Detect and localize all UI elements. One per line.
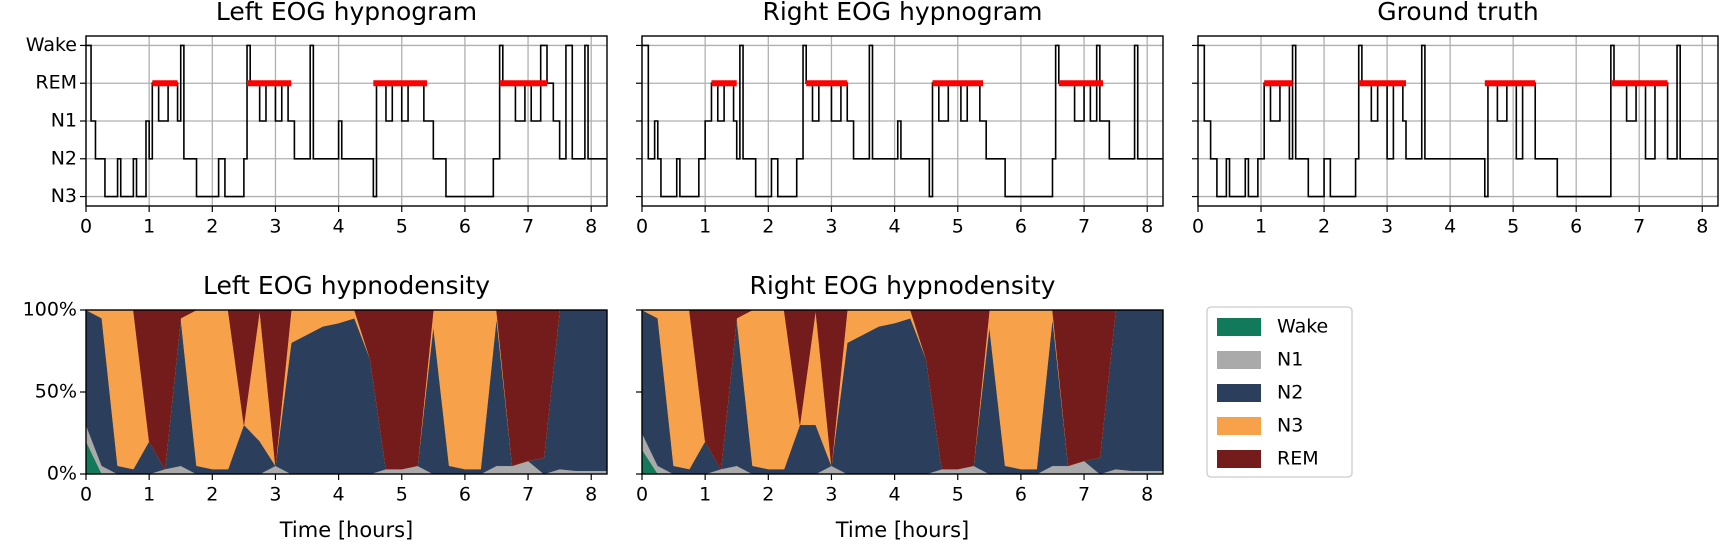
x-tick-label: 3: [269, 484, 281, 506]
chart-title: Left EOG hypnogram: [216, 0, 477, 26]
x-tick-label: 5: [952, 484, 964, 506]
x-tick-label: 0: [80, 484, 92, 506]
x-tick-label: 5: [396, 216, 408, 238]
x-tick-label: 4: [333, 216, 345, 238]
x-tick-label: 4: [889, 484, 901, 506]
x-tick-label: 8: [1696, 216, 1708, 238]
subplot: 0 1 2 3 4 5 6 7 8 Left EOG hypnogram Wake REM N1 N2 N3: [26, 0, 608, 238]
legend-label: N1: [1277, 349, 1303, 371]
x-tick-label: 2: [762, 484, 774, 506]
legend-label: N2: [1277, 382, 1303, 404]
x-tick-label: 4: [333, 484, 345, 506]
x-tick-label: 7: [522, 484, 534, 506]
axes-frame: [85, 35, 608, 207]
x-tick-label: 4: [889, 216, 901, 238]
chart-title: Left EOG hypnodensity: [203, 271, 490, 300]
hypnogram-line: [1198, 44, 1718, 198]
legend-swatch: [1217, 351, 1261, 369]
y-tick-label: Wake: [26, 34, 77, 56]
x-tick-label: 7: [1078, 484, 1090, 506]
x-tick-label: 1: [699, 216, 711, 238]
x-tick-label: 1: [1255, 216, 1267, 238]
y-tick-label: REM: [35, 72, 77, 94]
x-tick-label: 0: [636, 484, 648, 506]
x-tick-label: 6: [1570, 216, 1582, 238]
x-tick-label: 2: [206, 484, 218, 506]
axes-frame: [641, 309, 1164, 475]
x-tick-label: 6: [459, 216, 471, 238]
legend-label: N3: [1277, 415, 1303, 437]
x-tick-label: 3: [1381, 216, 1393, 238]
y-tick-label: N2: [51, 147, 77, 169]
x-tick-label: 8: [1141, 484, 1153, 506]
x-tick-label: 3: [269, 216, 281, 238]
x-tick-label: 5: [1507, 216, 1519, 238]
x-tick-label: 8: [585, 216, 597, 238]
legend-swatch: [1217, 450, 1261, 468]
x-tick-label: 1: [699, 484, 711, 506]
y-tick-label: N1: [51, 110, 77, 132]
x-tick-label: 0: [80, 216, 92, 238]
subplot: 0 1 2 3 4 5 6 7 8 Left EOG hypnodensity Time [hour…: [23, 271, 608, 542]
x-tick-label: 5: [952, 216, 964, 238]
axes-frame: [1197, 35, 1719, 207]
x-tick-label: 7: [1078, 216, 1090, 238]
axes-frame: [85, 309, 608, 475]
x-tick-label: 4: [1444, 216, 1456, 238]
legend-swatch: [1217, 384, 1261, 402]
y-tick-label: N3: [51, 185, 77, 207]
x-tick-label: 6: [459, 484, 471, 506]
x-axis-label: Time [hours]: [835, 518, 970, 542]
x-tick-label: 1: [143, 216, 155, 238]
x-tick-label: 8: [1141, 216, 1153, 238]
subplot: 0 1 2 3 4 5 6 7 8 Ground truth: [1192, 0, 1719, 238]
x-axis-label: Time [hours]: [279, 518, 414, 542]
x-tick-label: 3: [825, 484, 837, 506]
y-tick-label: 50%: [35, 381, 77, 403]
x-tick-label: 0: [1192, 216, 1204, 238]
x-tick-label: 2: [762, 216, 774, 238]
chart-title: Right EOG hypnogram: [762, 0, 1042, 26]
legend-swatch: [1217, 318, 1261, 336]
x-tick-label: 1: [143, 484, 155, 506]
x-tick-label: 7: [1633, 216, 1645, 238]
y-tick-label: 0%: [47, 463, 77, 485]
y-tick-label: 100%: [23, 299, 77, 321]
x-tick-label: 6: [1015, 216, 1027, 238]
x-tick-label: 3: [825, 216, 837, 238]
legend-label: Wake: [1277, 316, 1328, 338]
x-tick-label: 7: [522, 216, 534, 238]
x-tick-label: 8: [585, 484, 597, 506]
legend: Wake N1 N2 N3 REM: [1206, 306, 1353, 478]
x-tick-label: 2: [1318, 216, 1330, 238]
x-tick-label: 2: [206, 216, 218, 238]
chart-title: Ground truth: [1377, 0, 1538, 26]
x-tick-label: 6: [1015, 484, 1027, 506]
x-tick-label: 5: [396, 484, 408, 506]
hypnogram-line: [642, 44, 1163, 198]
chart-title: Right EOG hypnodensity: [750, 271, 1056, 300]
axes-frame: [641, 35, 1164, 207]
subplot: 0 1 2 3 4 5 6 7 8 Right EOG hypnogram: [636, 0, 1164, 238]
legend-swatch: [1217, 417, 1261, 435]
subplot: 0 1 2 3 4 5 6 7 8 Right EOG hypnodensity Time [hou…: [636, 271, 1164, 542]
x-tick-label: 0: [636, 216, 648, 238]
legend-label: REM: [1277, 448, 1319, 470]
